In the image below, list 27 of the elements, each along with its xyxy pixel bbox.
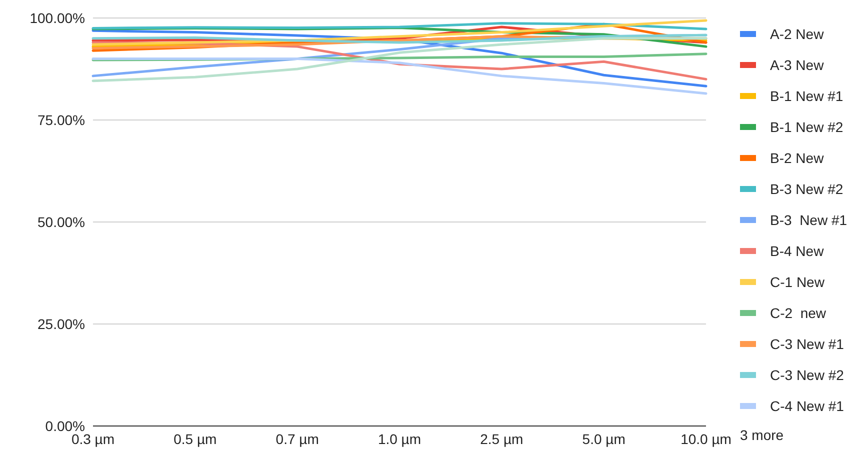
legend-label: A-3 New — [770, 56, 824, 72]
x-tick-label: 10.0 µm — [680, 430, 732, 447]
line-series — [92, 19, 708, 46]
legend-label: B-1 New #2 — [770, 118, 844, 134]
x-tick-label: 5.0 µm — [582, 430, 626, 447]
y-tick-label: 100.00% — [30, 10, 85, 26]
legend-label: C-4 New #1 — [770, 398, 844, 414]
y-tick-label: 75.00% — [38, 112, 85, 128]
legend-label: C-3 New #1 — [770, 336, 844, 352]
legend-label: B-3 New #2 — [770, 180, 844, 196]
x-tick-label: 2.5 µm — [480, 430, 524, 447]
x-tick-label: 1.0 µm — [378, 430, 422, 447]
legend-label: C-1 New — [770, 274, 824, 290]
legend-label: A-2 New — [770, 26, 824, 42]
legend-label: C-2 new — [770, 304, 826, 320]
x-tick-label: 0.7 µm — [276, 430, 319, 447]
legend-label: B-1 New #1 — [770, 88, 844, 104]
legend-label: B-3 New #1 — [770, 212, 848, 228]
line-series — [92, 34, 708, 44]
y-tick-label: 50.00% — [38, 214, 85, 230]
y-tick-label: 25.00% — [38, 316, 85, 332]
legend-label: B-4 New — [770, 242, 824, 258]
line-series — [92, 58, 708, 95]
x-tick-label: 0.5 µm — [174, 430, 217, 447]
legend-label: B-2 New — [770, 150, 824, 166]
text: 3 more — [740, 426, 785, 445]
legend-label: C-3 New #2 — [770, 366, 844, 382]
